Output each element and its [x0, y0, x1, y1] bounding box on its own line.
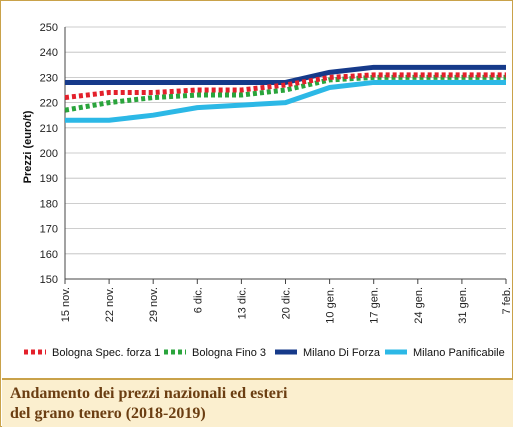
legend-item: Bologna Fino 3	[164, 347, 266, 359]
y-tick-label: 150	[40, 274, 58, 286]
x-tick-label: 6 dic.	[192, 287, 204, 313]
x-tick-label: 15 nov.	[60, 287, 72, 322]
y-tick-label: 160	[40, 249, 58, 261]
y-tick-label: 210	[40, 123, 58, 135]
y-tick-labels: 150 160 170 180 190 200 210 220 230 240 250	[40, 22, 58, 286]
legend-label: Milano Di Forza	[303, 347, 381, 359]
axes	[64, 27, 507, 284]
legend-item: Milano Di Forza	[275, 347, 381, 359]
x-tick-label: 29 nov.	[148, 287, 160, 322]
chart-title: Andamento dei prezzi nazionali ed esteri…	[10, 385, 288, 422]
x-tick-label: 31 gen.	[457, 287, 469, 324]
series-lines	[64, 64, 506, 123]
y-tick-label: 180	[40, 198, 58, 210]
y-tick-label: 170	[40, 224, 58, 236]
legend-label: Bologna Fino 3	[192, 347, 266, 359]
caption-bar: Andamento dei prezzi nazionali ed esteri…	[2, 378, 513, 427]
y-tick-label: 200	[40, 148, 58, 160]
y-tick-label: 240	[40, 47, 58, 59]
grid-lines	[65, 26, 506, 255]
legend-label: Milano Panificabile	[413, 347, 505, 359]
x-tick-label: 22 nov.	[104, 287, 116, 322]
legend-label: Bologna Spec. forza 1	[52, 347, 160, 359]
legend-item: Bologna Spec. forza 1	[24, 347, 160, 359]
x-tick-label: 17 gen.	[369, 287, 381, 324]
y-tick-label: 230	[40, 72, 58, 84]
legend: Bologna Spec. forza 1 Bologna Fino 3 Milan…	[24, 347, 505, 359]
x-tick-label: 24 gen.	[413, 287, 425, 324]
x-tick-label: 10 gen.	[325, 287, 337, 324]
x-tick-label: 20 dic.	[281, 287, 293, 319]
legend-item: Milano Panificabile	[385, 347, 505, 359]
x-tick-label: 13 dic.	[236, 287, 248, 319]
y-tick-label: 250	[40, 22, 58, 34]
y-axis-label: Prezzi (euro/t)	[22, 110, 34, 183]
x-tick-label: 7 feb.	[501, 287, 513, 315]
y-tick-label: 220	[40, 98, 58, 110]
series-line	[65, 64, 506, 85]
y-tick-label: 190	[40, 173, 58, 185]
series-line	[64, 72, 506, 101]
x-tick-labels: 15 nov. 22 nov. 29 nov. 6 dic. 13 dic. 20 dic…	[60, 287, 513, 324]
series-line	[65, 79, 506, 123]
